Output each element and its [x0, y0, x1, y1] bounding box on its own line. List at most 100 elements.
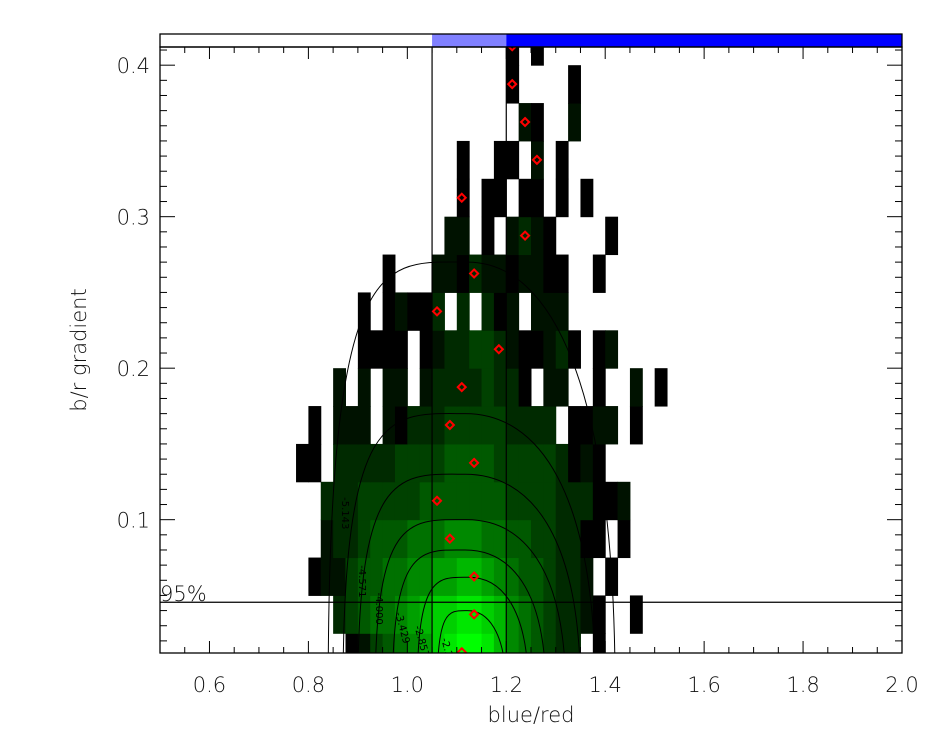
heatmap-cell: [555, 595, 569, 634]
heatmap-cell: [580, 443, 594, 483]
median-marker: [519, 230, 531, 242]
heatmap-cell: [543, 330, 557, 369]
heatmap-cell: [543, 406, 557, 445]
median-marker: [456, 381, 468, 393]
heatmap-cell: [531, 254, 544, 293]
heatmap-cell: [531, 330, 544, 369]
heatmap-cell: [543, 292, 557, 331]
heatmap-cell: [394, 481, 408, 521]
heatmap-cell: [493, 481, 507, 521]
heatmap-cell: [444, 557, 458, 596]
heatmap-cell: [432, 443, 445, 483]
heatmap-cell: [296, 443, 309, 483]
heatmap-cell: [320, 481, 334, 521]
heatmap-cell: [568, 595, 581, 634]
heatmap-cell: [419, 292, 433, 331]
heatmap-cell: [432, 254, 445, 293]
heatmap-cell: [444, 330, 458, 369]
heatmap-cell: [555, 178, 569, 218]
heatmap-cell: [382, 368, 396, 407]
heatmap-cell: [333, 481, 346, 521]
median-marker: [506, 78, 518, 90]
heatmap-cell: [481, 633, 495, 653]
median-marker: [468, 608, 480, 620]
heatmap-cell: [419, 557, 433, 596]
heatmap-cell: [493, 254, 507, 293]
heatmap-cell: [493, 330, 507, 369]
heatmap-cell: [506, 519, 520, 559]
x-tick-label: 2.0: [885, 673, 918, 697]
heatmap-cell: [518, 254, 532, 293]
heatmap-cell: [481, 368, 495, 407]
contour-line: [375, 519, 565, 653]
heatmap-cell: [617, 481, 631, 521]
heatmap-cell: [407, 443, 421, 483]
heatmap-cell: [394, 330, 408, 369]
heatmap-cell: [432, 633, 445, 653]
heatmap-cell: [506, 254, 520, 293]
heatmap-cell: [580, 595, 594, 634]
heatmap-cell: [555, 140, 569, 180]
heatmap-cell: [382, 330, 396, 369]
heatmap-cell: [506, 140, 520, 180]
median-marker: [456, 646, 468, 653]
heatmap-cell: [333, 519, 346, 559]
heatmap-cell: [456, 443, 470, 483]
heatmap-cell: [580, 406, 594, 445]
median-marker: [531, 154, 543, 166]
heatmap-cell: [419, 481, 433, 521]
heatmap-cell: [394, 368, 408, 407]
heatmap-cell: [543, 368, 557, 407]
heatmap-cell: [308, 557, 322, 596]
heatmap-cell: [506, 595, 520, 634]
heatmap-cell: [481, 330, 495, 369]
heatmap-cell: [493, 178, 507, 218]
heatmap-cell: [357, 406, 371, 445]
heatmap-cell: [629, 368, 643, 407]
contour-line: [357, 473, 580, 653]
x-axis-title: blue/red: [488, 703, 575, 727]
heatmap-cell: [617, 519, 631, 559]
heatmap-cell: [469, 406, 483, 445]
heatmap-cell: [592, 595, 606, 634]
heatmap-cell: [543, 595, 557, 634]
heatmap-cell: [518, 103, 532, 142]
heatmap-cell: [407, 633, 421, 653]
heatmap-cell: [568, 557, 581, 596]
heatmap-cell: [345, 443, 359, 483]
heatmap-cell: [308, 406, 322, 445]
heatmap-cell: [345, 557, 359, 596]
heatmap-cell: [456, 292, 470, 331]
heatmap-cell: [357, 519, 371, 559]
heatmap-cell: [506, 330, 520, 369]
heatmap-cell: [357, 481, 371, 521]
heatmap-cell: [531, 519, 544, 559]
heatmap-cell: [456, 216, 470, 256]
heatmap-cell: [531, 633, 544, 653]
median-marker: [468, 268, 480, 279]
heatmap-cell: [370, 595, 384, 634]
heatmap-cell: [382, 292, 396, 331]
heatmap-cell: [469, 368, 483, 407]
heatmap-cell: [357, 330, 371, 369]
heatmap-cell: [394, 406, 408, 445]
heatmap-cell: [345, 595, 359, 634]
heatmap-cell: [481, 519, 495, 559]
heatmap-cell: [531, 481, 544, 521]
heatmap-cell: [568, 519, 581, 559]
heatmap-cell: [469, 595, 483, 634]
heatmap-cell: [493, 292, 507, 331]
heatmap-cell: [493, 443, 507, 483]
heatmap-cell: [456, 481, 470, 521]
heatmap-cell: [456, 140, 470, 180]
heatmap-cell: [382, 519, 396, 559]
heatmap-cell: [481, 254, 495, 293]
median-marker: [456, 192, 468, 204]
x-tick-label: 1.2: [490, 673, 523, 697]
heatmap-cell: [580, 557, 594, 596]
heatmap-cell: [345, 633, 359, 653]
heatmap-cell: [469, 633, 483, 653]
x-tick-label: 1.4: [588, 673, 621, 697]
top-color-bar: [159, 33, 903, 48]
heatmap-cell: [543, 254, 557, 293]
